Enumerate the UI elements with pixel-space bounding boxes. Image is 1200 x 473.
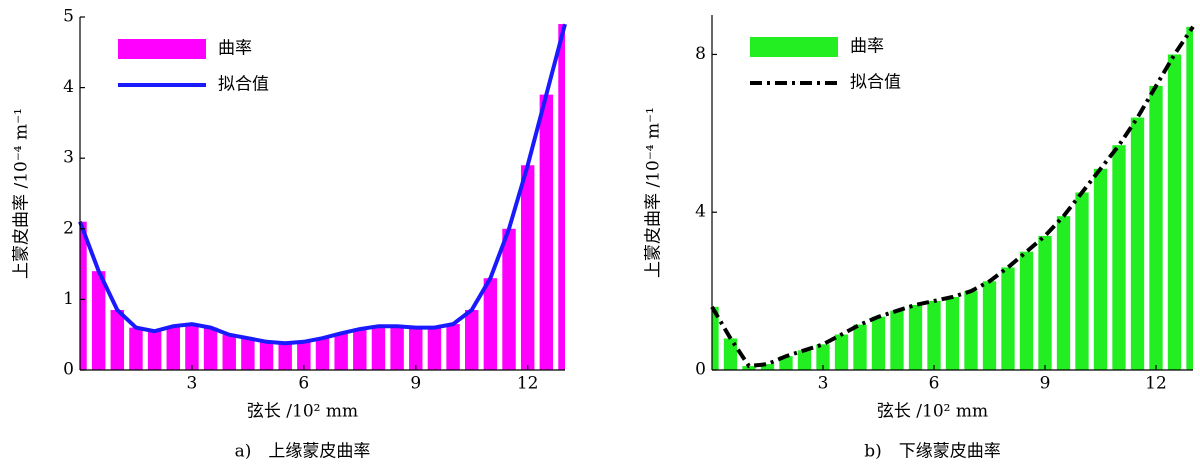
x-tick-label: 6 [929, 374, 940, 394]
bar [982, 281, 997, 370]
bar [427, 327, 442, 370]
bar [203, 327, 218, 370]
bar [1112, 145, 1126, 370]
x-axis-label: 弦长 /10² mm [247, 402, 358, 422]
bar [166, 326, 180, 370]
bar [853, 324, 867, 370]
bar [1019, 251, 1034, 370]
caption: b) 下缘蒙皮曲率 [864, 442, 1001, 462]
y-axis-label: 上蒙皮曲率 /10⁻⁴ m⁻¹ [12, 108, 32, 279]
bar [871, 316, 886, 370]
y-tick-label: 1 [63, 289, 74, 309]
x-axis-label: 弦长 /10² mm [877, 402, 988, 422]
bar [315, 338, 330, 370]
legend-label: 曲率 [218, 39, 252, 59]
bar [1056, 216, 1071, 370]
bar [712, 306, 719, 370]
bar [908, 304, 923, 370]
bar [334, 333, 348, 370]
bar [80, 221, 87, 370]
bar [390, 326, 404, 370]
bar [797, 350, 812, 370]
y-tick-label: 5 [63, 7, 74, 27]
fit-line [710, 25, 1195, 369]
bar [1075, 192, 1089, 370]
bar [91, 271, 106, 370]
bar [353, 329, 367, 370]
bar [760, 364, 775, 370]
legend-swatch [118, 39, 206, 59]
bar [278, 343, 292, 370]
x-tick-label: 3 [187, 374, 198, 394]
bar [1001, 267, 1015, 370]
bar [465, 309, 479, 370]
bar [539, 94, 554, 370]
y-tick-label: 0 [63, 360, 74, 380]
bar [816, 344, 830, 370]
bar [964, 291, 978, 370]
bar [409, 327, 423, 370]
y-tick-label: 0 [695, 360, 706, 380]
y-tick-label: 3 [63, 148, 74, 168]
legend-swatch [750, 37, 838, 57]
bar [1130, 117, 1145, 370]
x-tick-label: 12 [1145, 374, 1167, 394]
x-tick-label: 9 [410, 374, 421, 394]
bar [558, 24, 565, 371]
legend-label: 曲率 [850, 37, 884, 57]
bar [1167, 54, 1182, 370]
x-tick-label: 12 [517, 374, 539, 394]
legend-label: 拟合值 [218, 75, 269, 95]
bar [483, 278, 498, 370]
bar [1149, 86, 1163, 370]
bar [520, 165, 535, 370]
bar [297, 341, 311, 370]
fit-line [78, 23, 567, 346]
bar [110, 309, 125, 370]
bar [147, 331, 162, 370]
bar [222, 334, 236, 370]
bar [834, 334, 849, 370]
bar [371, 326, 386, 370]
bar [446, 324, 460, 370]
bar [241, 338, 255, 370]
y-axis-label: 上蒙皮曲率 /10⁻⁴ m⁻¹ [644, 107, 664, 278]
caption: a) 上缘蒙皮曲率 [235, 442, 371, 462]
x-tick-label: 6 [298, 374, 309, 394]
y-tick-label: 2 [63, 218, 74, 238]
bar [1093, 168, 1108, 370]
bar [129, 327, 143, 370]
bar [502, 228, 516, 370]
y-tick-label: 4 [695, 202, 706, 222]
bar [945, 297, 960, 370]
bar [890, 310, 904, 370]
bar [259, 341, 274, 370]
x-tick-label: 9 [1040, 374, 1051, 394]
y-tick-label: 8 [695, 44, 706, 64]
bar [1186, 26, 1193, 370]
bar [927, 300, 941, 370]
y-tick-label: 4 [63, 77, 74, 97]
x-tick-label: 3 [818, 374, 829, 394]
bar [185, 324, 199, 370]
bar [1038, 235, 1052, 370]
legend-label: 拟合值 [850, 73, 901, 93]
